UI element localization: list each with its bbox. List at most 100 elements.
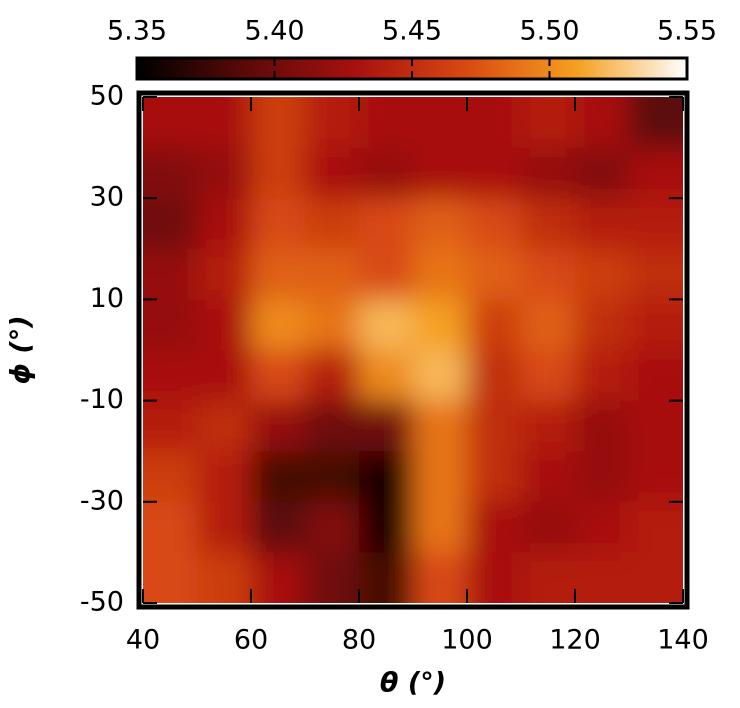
heatmap-cell bbox=[575, 147, 630, 200]
heatmap-cell bbox=[467, 299, 522, 351]
heatmap-cell bbox=[521, 400, 576, 453]
heatmap-cell bbox=[467, 451, 522, 503]
heatmap-cell bbox=[197, 97, 252, 149]
x-axis-label: θ (°) bbox=[380, 668, 446, 699]
heatmap-cell bbox=[521, 350, 576, 402]
heatmap-cell bbox=[521, 299, 576, 351]
x-tick-label: 120 bbox=[549, 625, 601, 656]
heatmap-cell bbox=[521, 147, 576, 200]
plot-frame bbox=[136, 90, 690, 610]
colorbar-tick-label: 5.50 bbox=[519, 16, 579, 47]
heatmap-cell bbox=[629, 501, 683, 554]
heatmap-cell bbox=[143, 248, 198, 301]
heatmap-cell bbox=[575, 248, 630, 301]
x-tick-label: 60 bbox=[234, 625, 268, 656]
heatmap-cell bbox=[629, 350, 683, 402]
heatmap-cell bbox=[251, 97, 306, 149]
heatmap-cell bbox=[251, 400, 306, 453]
heatmap-cell bbox=[575, 299, 630, 351]
heatmap-cell bbox=[575, 198, 630, 250]
heatmap-cell bbox=[467, 198, 522, 250]
heatmap-cell bbox=[251, 451, 306, 503]
x-tick-label: 80 bbox=[342, 625, 376, 656]
y-tick-label: -50 bbox=[80, 587, 124, 618]
x-tick-label: 40 bbox=[126, 625, 160, 656]
y-tick-label: 10 bbox=[90, 283, 124, 314]
heatmap-cell bbox=[143, 400, 198, 453]
heatmap-cell bbox=[251, 147, 306, 200]
heatmap-cell bbox=[197, 248, 252, 301]
heatmap-cell bbox=[197, 350, 252, 402]
heatmap-cell bbox=[521, 501, 576, 554]
heatmap-cell bbox=[575, 451, 630, 503]
heatmap-cell bbox=[467, 350, 522, 402]
heatmap-cell bbox=[629, 552, 683, 603]
heatmap-cell bbox=[575, 552, 630, 603]
heatmap-cell bbox=[413, 501, 468, 554]
heatmap-cell bbox=[575, 350, 630, 402]
heatmap-cell bbox=[413, 198, 468, 250]
y-tick-label: 30 bbox=[90, 182, 124, 213]
heatmap-cell bbox=[629, 248, 683, 301]
heatmap-cell bbox=[629, 451, 683, 503]
heatmap-cell bbox=[197, 501, 252, 554]
heatmap-cell bbox=[359, 400, 414, 453]
heatmap-cell bbox=[305, 147, 360, 200]
heatmap-cell bbox=[629, 299, 683, 351]
heatmap-cell bbox=[143, 451, 198, 503]
heatmap-cell bbox=[305, 97, 360, 149]
colorbar-tick-label: 5.35 bbox=[107, 16, 167, 47]
heatmap-cell bbox=[197, 400, 252, 453]
heatmap-cell bbox=[305, 451, 360, 503]
heatmap-cell bbox=[143, 350, 198, 402]
heatmap-cell bbox=[143, 147, 198, 200]
heatmap-cell bbox=[305, 350, 360, 402]
heatmap-cell bbox=[359, 350, 414, 402]
heatmap-cell bbox=[575, 501, 630, 554]
heatmap-cell bbox=[251, 552, 306, 603]
y-tick-label: 50 bbox=[90, 81, 124, 112]
heatmap-cell bbox=[413, 451, 468, 503]
heatmap-cell bbox=[575, 97, 630, 149]
heatmap bbox=[143, 97, 683, 603]
heatmap-cell bbox=[305, 248, 360, 301]
heatmap-cell bbox=[575, 400, 630, 453]
heatmap-cell bbox=[197, 451, 252, 503]
heatmap-cell bbox=[521, 552, 576, 603]
heatmap-cell bbox=[197, 198, 252, 250]
heatmap-cell bbox=[413, 552, 468, 603]
colorbar-tick-label: 5.45 bbox=[382, 16, 442, 47]
heatmap-cell bbox=[359, 147, 414, 200]
heatmap-cell bbox=[521, 451, 576, 503]
heatmap-cell bbox=[413, 350, 468, 402]
heatmap-cell bbox=[251, 198, 306, 250]
colorbar-tick-label: 5.55 bbox=[657, 16, 717, 47]
heatmap-cell bbox=[305, 400, 360, 453]
heatmap-cell bbox=[251, 501, 306, 554]
x-tick-label: 140 bbox=[657, 625, 709, 656]
heatmap-cell bbox=[359, 97, 414, 149]
heatmap-cell bbox=[251, 299, 306, 351]
heatmap-cell bbox=[197, 552, 252, 603]
heatmap-cell bbox=[629, 147, 683, 200]
heatmap-cell bbox=[251, 350, 306, 402]
heatmap-cell bbox=[143, 501, 198, 554]
y-axis-label: ϕ (°) bbox=[6, 315, 37, 384]
heatmap-cell bbox=[521, 97, 576, 149]
heatmap-cell bbox=[413, 97, 468, 149]
heatmap-cell bbox=[143, 299, 198, 351]
heatmap-cell bbox=[467, 501, 522, 554]
heatmap-cell bbox=[413, 248, 468, 301]
y-tick-label: -10 bbox=[80, 384, 124, 415]
heatmap-cell bbox=[143, 552, 198, 603]
heatmap-cell bbox=[467, 97, 522, 149]
heatmap-cell bbox=[467, 552, 522, 603]
heatmap-cell bbox=[251, 248, 306, 301]
heatmap-cell bbox=[305, 501, 360, 554]
heatmap-cell bbox=[359, 299, 414, 351]
heatmap-cell bbox=[629, 97, 683, 149]
heatmap-cell bbox=[413, 299, 468, 351]
heatmap-cell bbox=[521, 248, 576, 301]
y-tick-label: -30 bbox=[80, 485, 124, 516]
